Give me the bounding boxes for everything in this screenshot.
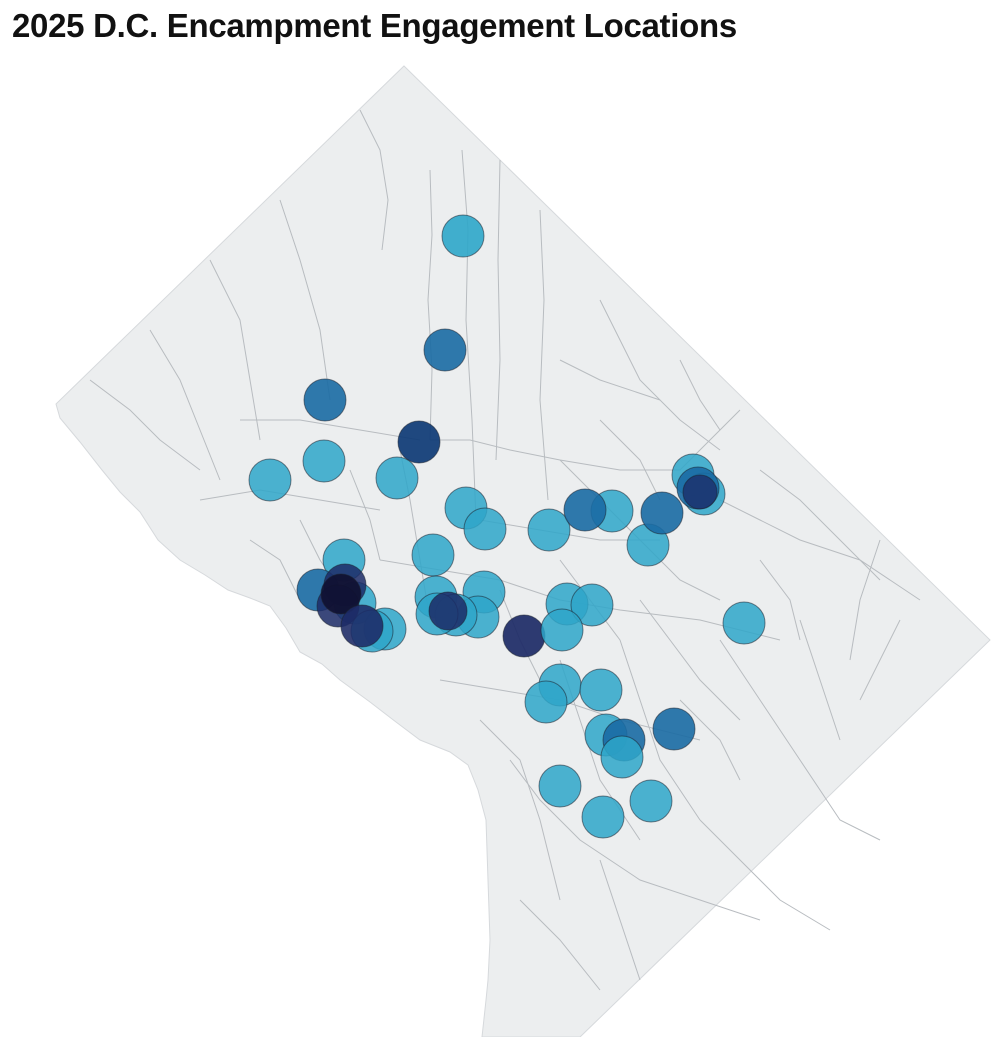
marker[interactable] — [375, 456, 419, 500]
marker[interactable] — [563, 488, 607, 532]
marker[interactable] — [248, 458, 292, 502]
marker[interactable] — [463, 507, 507, 551]
marker[interactable] — [411, 533, 455, 577]
marker[interactable] — [722, 601, 766, 645]
marker[interactable] — [540, 608, 584, 652]
marker[interactable] — [652, 707, 696, 751]
marker[interactable] — [581, 795, 625, 839]
marker[interactable] — [600, 735, 644, 779]
marker[interactable] — [340, 604, 384, 648]
marker[interactable] — [538, 764, 582, 808]
marker[interactable] — [303, 378, 347, 422]
marker[interactable] — [423, 328, 467, 372]
marker[interactable] — [428, 591, 468, 631]
marker[interactable] — [629, 779, 673, 823]
marker[interactable] — [524, 680, 568, 724]
dc-land — [55, 65, 991, 1037]
marker[interactable] — [441, 214, 485, 258]
marker[interactable] — [527, 508, 571, 552]
marker[interactable] — [502, 614, 546, 658]
marker[interactable] — [302, 439, 346, 483]
marker[interactable] — [397, 420, 441, 464]
map-title: 2025 D.C. Encampment Engagement Location… — [12, 7, 737, 44]
tract-boundaries — [89, 109, 921, 991]
marker[interactable] — [579, 668, 623, 712]
marker[interactable] — [682, 474, 718, 510]
markers — [248, 214, 766, 839]
river-channel — [410, 740, 484, 1005]
marker[interactable] — [570, 583, 614, 627]
river-potomac — [298, 660, 408, 955]
marker[interactable] — [640, 491, 684, 535]
marker[interactable] — [320, 573, 362, 615]
